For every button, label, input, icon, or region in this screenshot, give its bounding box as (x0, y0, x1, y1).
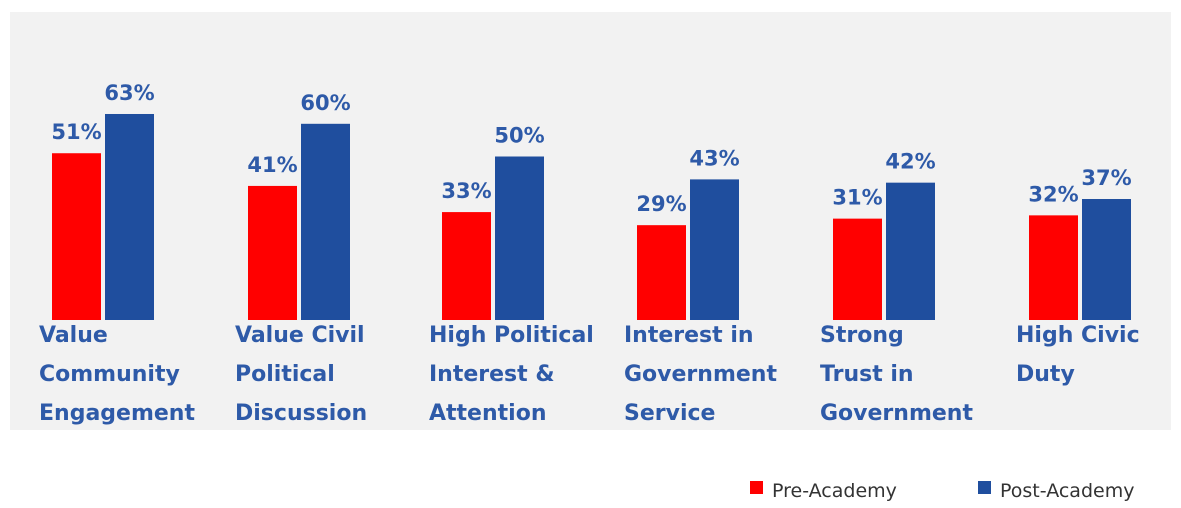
value-label-pre-academy-1: 51% (51, 120, 101, 144)
bar-post-academy-1 (105, 113, 154, 321)
value-label-pre-academy-4: 29% (636, 192, 686, 216)
category-label-line: Engagement (39, 401, 195, 426)
category-label-3: High Political Interest & Attention (429, 323, 594, 426)
bar-post-academy-5 (886, 182, 935, 320)
category-label-line: Government (820, 401, 973, 426)
bar-pre-academy-1 (52, 153, 101, 320)
category-label-line: Interest in (624, 323, 754, 348)
plot-area-background (10, 12, 1171, 430)
value-label-post-academy-5: 42% (885, 150, 935, 174)
value-label-post-academy-3: 50% (494, 124, 544, 148)
bar-post-academy-2 (301, 123, 350, 320)
category-label-line: Political (235, 362, 335, 387)
legend-label-pre-academy: Pre-Academy (772, 480, 897, 502)
category-label-1: Value Community Engagement (39, 323, 195, 426)
category-label-line: Attention (429, 401, 546, 426)
value-label-post-academy-1: 63% (104, 81, 154, 105)
bar-post-academy-6 (1082, 199, 1131, 320)
legend: Pre-Academy Post-Academy (750, 480, 1134, 502)
bar-pre-academy-2 (248, 185, 297, 320)
category-labels-layer: Value Community Engagement Value Civil Polit… (39, 323, 1140, 426)
category-label-4: Interest in Government Service (624, 323, 777, 426)
category-label-2: Value Civil Political Discussion (235, 323, 367, 426)
category-label-6: High Civic Duty (1016, 323, 1140, 387)
category-label-line: Interest & (429, 362, 555, 387)
value-label-pre-academy-2: 41% (247, 153, 297, 177)
category-label-line: High Political (429, 323, 594, 348)
category-label-5: Strong Trust in Government (820, 323, 973, 426)
bar-pre-academy-3 (442, 212, 491, 320)
legend-swatch-pre-academy (750, 481, 763, 494)
category-label-line: High Civic (1016, 323, 1140, 348)
value-label-pre-academy-3: 33% (441, 179, 491, 203)
bar-pre-academy-4 (637, 225, 686, 320)
category-label-line: Duty (1016, 362, 1075, 387)
category-label-line: Value (39, 323, 108, 348)
value-labels-layer: 51%63% 41% 60% 33% 50% 29%43% 31%42% 32%37% (51, 81, 1131, 216)
legend-swatch-post-academy (978, 481, 991, 494)
value-label-pre-academy-5: 31% (832, 186, 882, 210)
category-label-line: Trust in (820, 362, 914, 387)
category-label-line: Value Civil (235, 323, 365, 348)
value-label-post-academy-4: 43% (689, 146, 739, 170)
bar-pre-academy-5 (833, 218, 882, 320)
category-label-line: Government (624, 362, 777, 387)
value-label-post-academy-2: 60% (300, 91, 350, 115)
value-label-post-academy-6: 37% (1081, 166, 1131, 190)
bar-pre-academy-6 (1029, 215, 1078, 320)
category-label-line: Service (624, 401, 715, 426)
value-label-pre-academy-6: 32% (1028, 182, 1078, 206)
category-label-line: Community (39, 362, 180, 387)
bar-post-academy-3 (495, 156, 544, 320)
bars-layer (52, 113, 1131, 321)
category-label-line: Discussion (235, 401, 367, 426)
category-label-line: Strong (820, 323, 904, 348)
bar-post-academy-4 (690, 179, 739, 320)
legend-label-post-academy: Post-Academy (1000, 480, 1134, 502)
